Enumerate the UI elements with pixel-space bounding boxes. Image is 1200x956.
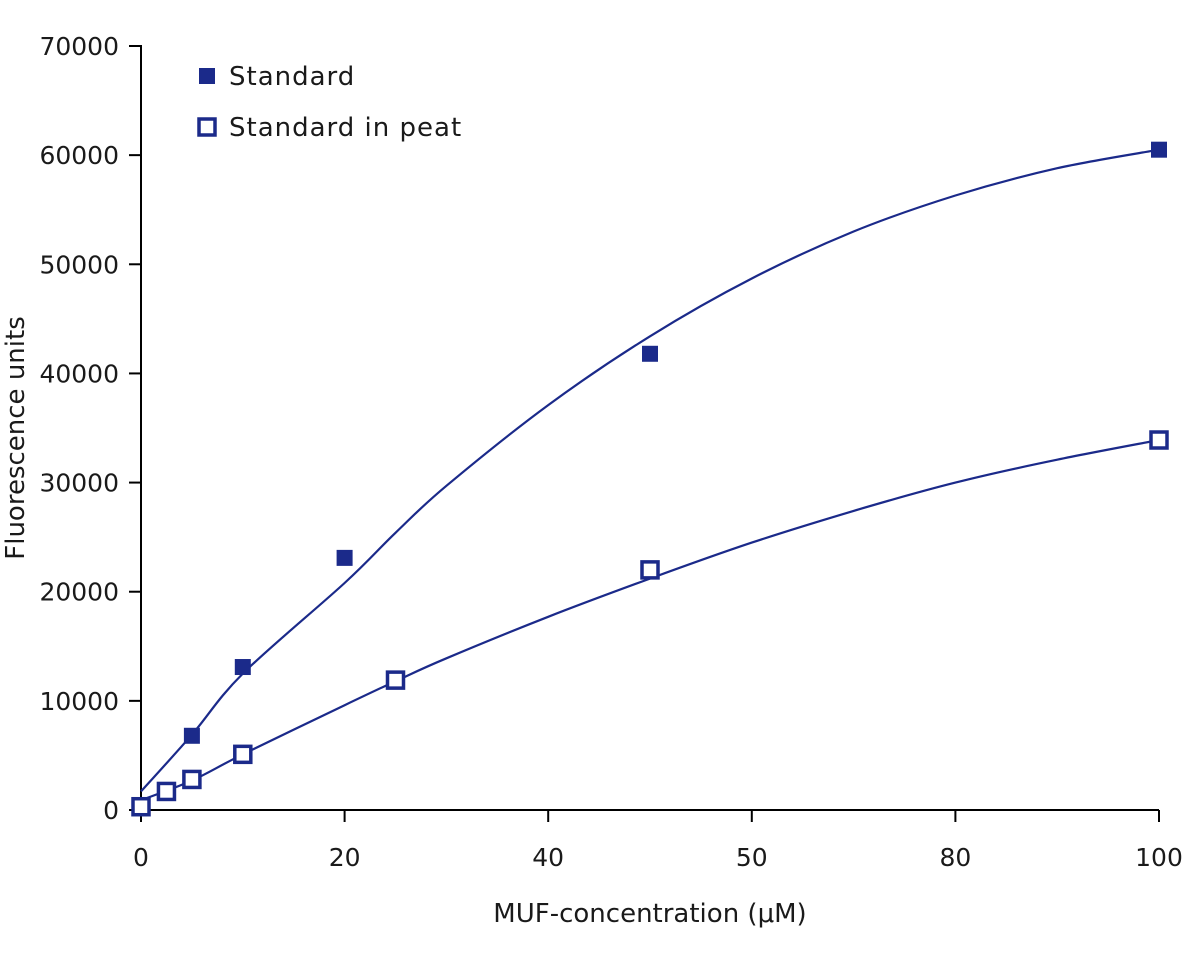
point-series-2 — [1149, 430, 1169, 450]
y-tick-label: 0 — [103, 796, 119, 825]
point-series-2 — [131, 796, 151, 817]
legend-marker-series-2 — [197, 117, 217, 137]
x-tick-label: 100 — [1135, 843, 1183, 872]
x-axis-title: MUF-concentration (μM) — [493, 899, 806, 929]
y-ticks: 0 10000 20000 30000 40000 50000 60000 70000 — [39, 32, 141, 825]
fit-curve-series-2 — [140, 438, 1160, 802]
point-series-2 — [156, 781, 177, 802]
legend-label-series-1: Standard — [229, 62, 355, 92]
fit-curve-series-1 — [140, 148, 1160, 793]
point-series-1 — [642, 345, 658, 362]
legend: Standard Standard in peat — [197, 62, 462, 143]
point-series-1 — [183, 727, 200, 744]
point-series-1 — [1151, 141, 1167, 158]
legend-marker-series-1 — [199, 68, 215, 84]
point-series-1 — [336, 549, 353, 566]
data-points — [131, 141, 1169, 817]
x-tick-label: 40 — [532, 843, 564, 872]
y-tick-label: 60000 — [39, 141, 119, 170]
x-tick-label: 20 — [329, 843, 361, 872]
point-series-2 — [233, 744, 253, 765]
legend-label-series-2: Standard in peat — [229, 113, 462, 143]
axes — [140, 45, 1159, 811]
fit-curves — [140, 148, 1160, 802]
x-tick-label: 50 — [736, 843, 768, 872]
x-tick-label: 80 — [939, 843, 971, 872]
point-series-2 — [182, 769, 202, 790]
y-tick-label: 50000 — [39, 250, 119, 279]
point-series-2 — [385, 670, 406, 690]
x-tick-label: 0 — [133, 843, 149, 872]
x-ticks: 0 20 40 50 80 100 — [133, 810, 1183, 872]
y-tick-label: 10000 — [39, 687, 119, 716]
y-tick-label: 30000 — [39, 469, 119, 498]
point-series-1 — [234, 659, 251, 676]
y-axis-title: Fluorescence units — [1, 316, 31, 559]
point-series-2 — [640, 560, 660, 580]
y-tick-label: 20000 — [39, 578, 119, 607]
y-tick-label: 70000 — [39, 32, 119, 61]
y-tick-label: 40000 — [39, 359, 119, 388]
